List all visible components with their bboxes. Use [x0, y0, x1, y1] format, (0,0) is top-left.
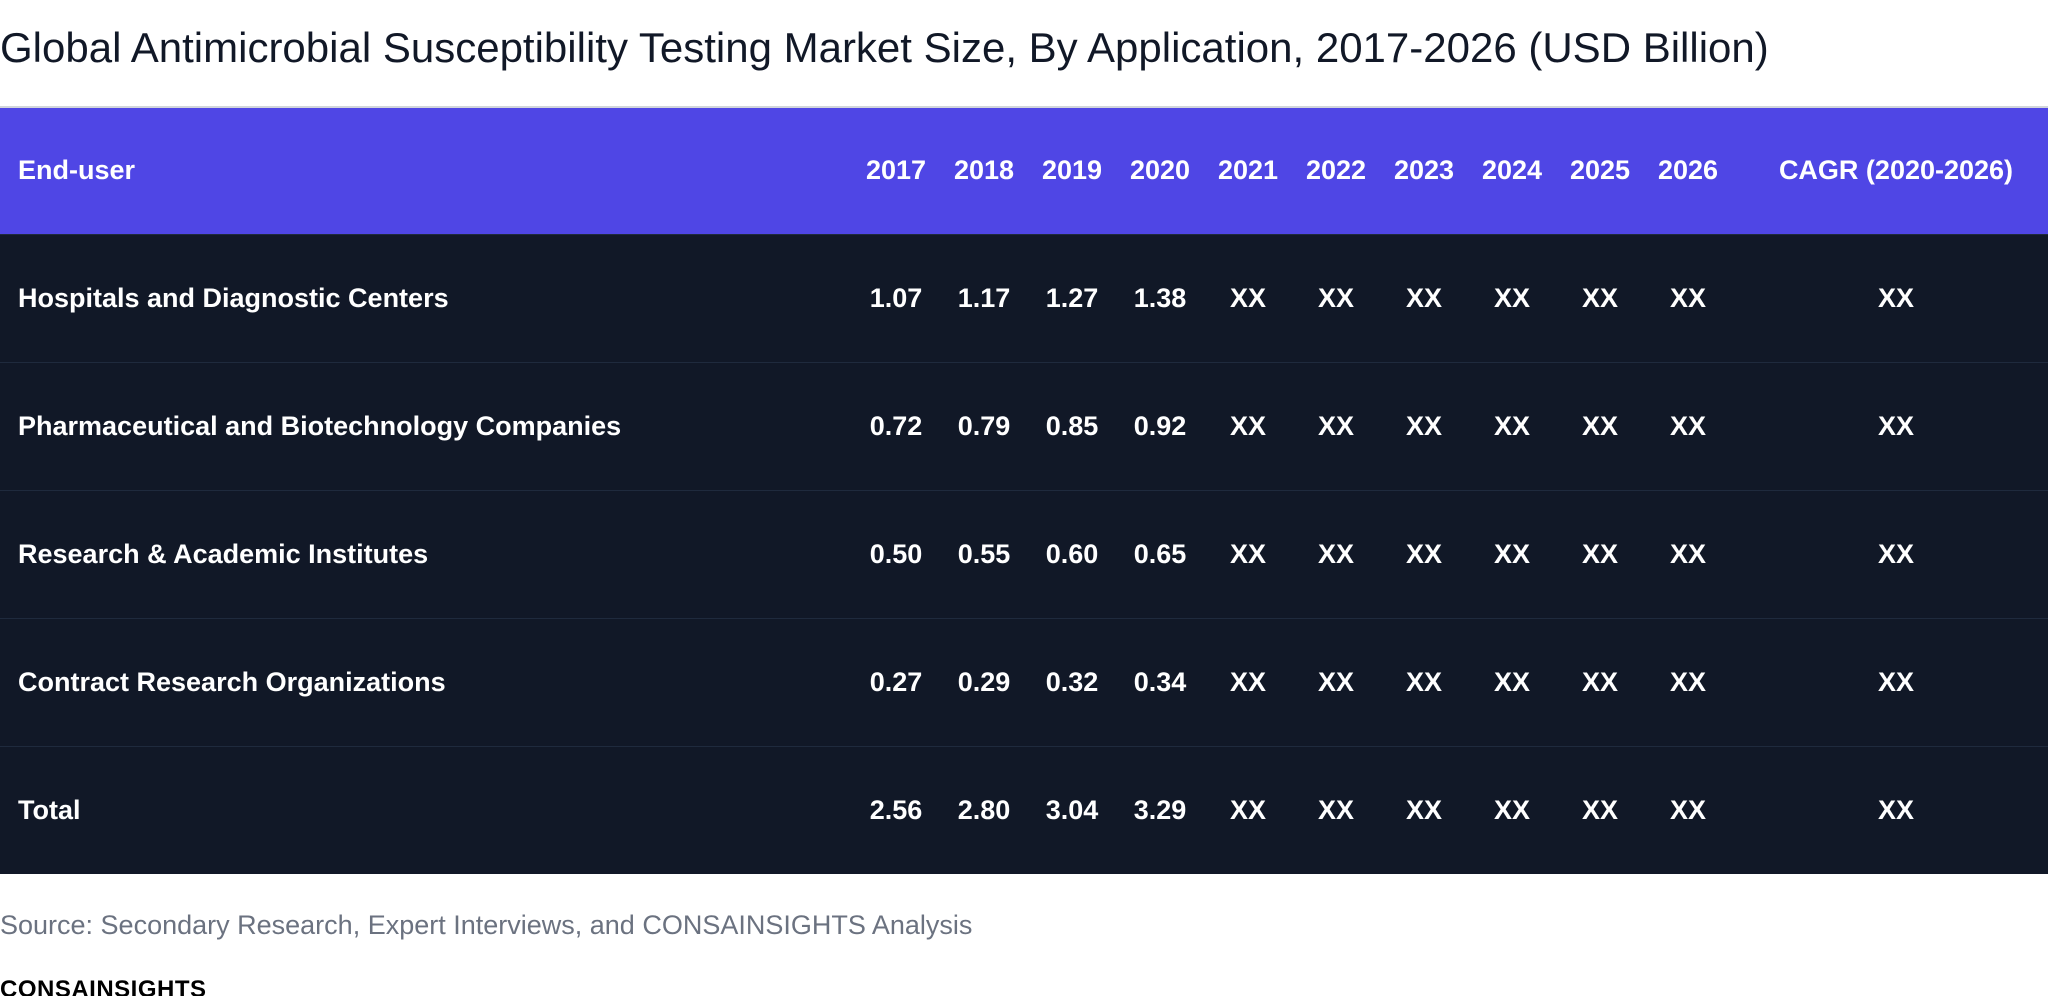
- header-year-2019: 2019: [1041, 155, 1103, 186]
- table-cell: 1.17: [957, 282, 1011, 313]
- table-cell: XX: [1669, 666, 1707, 697]
- table-cell: XX: [1317, 794, 1355, 825]
- header-year-2021: 2021: [1217, 155, 1279, 186]
- table-cell: 3.29: [1133, 794, 1187, 825]
- header-year-2018: 2018: [953, 155, 1015, 186]
- table-row: Contract Research Organizations 0.27 0.29 0…: [0, 618, 2048, 746]
- row-label: Hospitals and Diagnostic Centers: [18, 282, 449, 313]
- header-year-2025: 2025: [1569, 155, 1631, 186]
- table-cell: 1.38: [1133, 282, 1187, 313]
- header-year-2024: 2024: [1481, 155, 1543, 186]
- table-cell: XX: [1493, 794, 1531, 825]
- table-cell: 1.07: [869, 282, 923, 313]
- table-cell: XX: [1669, 410, 1707, 441]
- table-cell: XX: [1493, 282, 1531, 313]
- table-cell: XX: [1669, 794, 1707, 825]
- table-cell: XX: [1405, 410, 1443, 441]
- table-cell: 0.92: [1133, 410, 1187, 441]
- header-end-user: End-user: [18, 155, 136, 186]
- table-row: Research & Academic Institutes 0.50 0.55 0.…: [0, 490, 2048, 618]
- header-cagr: CAGR (2020-2026): [1778, 155, 2014, 186]
- table-cell: XX: [1877, 282, 1915, 313]
- table-cell: XX: [1877, 410, 1915, 441]
- chart-title: Global Antimicrobial Susceptibility Test…: [0, 24, 1769, 71]
- table-body: Hospitals and Diagnostic Centers 1.07 1.17…: [0, 234, 2048, 874]
- table-cell: XX: [1877, 666, 1915, 697]
- table-cell: XX: [1317, 538, 1355, 569]
- table-cell: XX: [1317, 282, 1355, 313]
- table-cell: 1.27: [1045, 282, 1099, 313]
- table-cell: XX: [1581, 794, 1619, 825]
- table-row: Hospitals and Diagnostic Centers 1.07 1.17…: [0, 234, 2048, 362]
- table-cell: XX: [1877, 538, 1915, 569]
- table-cell: XX: [1405, 666, 1443, 697]
- table-cell: XX: [1317, 666, 1355, 697]
- table-cell: 0.55: [957, 538, 1011, 569]
- header-year-2023: 2023: [1393, 155, 1455, 186]
- table-cell: 3.04: [1045, 794, 1099, 825]
- source-note: Source: Secondary Research, Expert Inter…: [0, 910, 973, 940]
- table-cell: XX: [1669, 282, 1707, 313]
- row-label: Pharmaceutical and Biotechnology Compani…: [18, 410, 622, 441]
- row-label: Total: [18, 794, 81, 825]
- table-cell: XX: [1877, 794, 1915, 825]
- market-size-table: End-user 2017 2018 2019 2020 2021 2022 2023 2024…: [0, 108, 2048, 874]
- table-cell: XX: [1493, 410, 1531, 441]
- table-row: Pharmaceutical and Biotechnology Compani…: [0, 362, 2048, 490]
- table-cell: XX: [1581, 666, 1619, 697]
- table-cell: XX: [1229, 794, 1267, 825]
- row-label: Research & Academic Institutes: [18, 538, 429, 569]
- top-divider: [0, 106, 2048, 108]
- table-cell: XX: [1581, 410, 1619, 441]
- header-year-2020: 2020: [1129, 155, 1191, 186]
- table-header: End-user 2017 2018 2019 2020 2021 2022 2023 2024…: [0, 108, 2048, 234]
- table-cell: XX: [1405, 538, 1443, 569]
- table-cell: XX: [1229, 666, 1267, 697]
- table-cell: 2.56: [869, 794, 923, 825]
- table-cell: XX: [1405, 282, 1443, 313]
- table-row: Total 2.56 2.80 3.04 3.29 XX XX XX XX XX XX XX: [0, 746, 2048, 874]
- table-cell: XX: [1669, 538, 1707, 569]
- table-cell: XX: [1229, 410, 1267, 441]
- table-cell: XX: [1581, 538, 1619, 569]
- table-cell: 2.80: [957, 794, 1011, 825]
- row-label: Contract Research Organizations: [18, 666, 446, 697]
- table-cell: 0.27: [869, 666, 923, 697]
- table-cell: XX: [1317, 410, 1355, 441]
- brand-logo-text: CONSAINSIGHTS: [0, 976, 207, 996]
- table-cell: 0.65: [1133, 538, 1187, 569]
- table-cell: XX: [1229, 282, 1267, 313]
- table-cell: 0.85: [1045, 410, 1099, 441]
- header-year-2026: 2026: [1657, 155, 1719, 186]
- header-row: End-user 2017 2018 2019 2020 2021 2022 2023 2024…: [0, 108, 2048, 234]
- table-cell: 0.34: [1133, 666, 1187, 697]
- header-year-2022: 2022: [1305, 155, 1367, 186]
- table-cell: XX: [1405, 794, 1443, 825]
- table-cell: XX: [1493, 666, 1531, 697]
- market-table-container: End-user 2017 2018 2019 2020 2021 2022 2023 2024…: [0, 108, 2048, 874]
- table-cell: XX: [1493, 538, 1531, 569]
- table-cell: 0.72: [869, 410, 923, 441]
- table-cell: 0.79: [957, 410, 1011, 441]
- table-cell: XX: [1229, 538, 1267, 569]
- table-cell: 0.50: [869, 538, 923, 569]
- table-cell: 0.60: [1045, 538, 1099, 569]
- table-cell: 0.29: [957, 666, 1011, 697]
- header-year-2017: 2017: [865, 155, 927, 186]
- table-cell: 0.32: [1045, 666, 1099, 697]
- table-cell: XX: [1581, 282, 1619, 313]
